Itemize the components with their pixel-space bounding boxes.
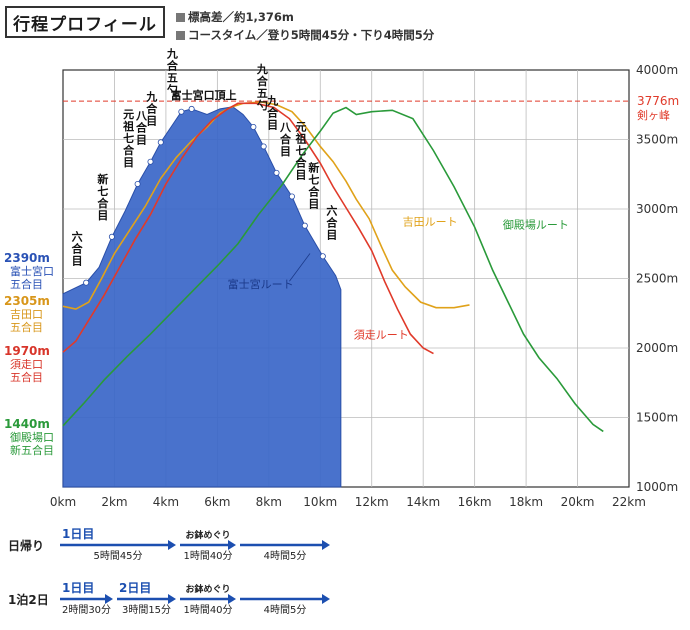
- schedule-day-label: 2日目: [119, 581, 151, 595]
- station-marker: [108, 233, 115, 240]
- x-tick-label: 10km: [303, 495, 337, 509]
- station-label: 九合五勺: [256, 62, 269, 112]
- station-label: 新七合目: [308, 161, 320, 211]
- schedule-time-label: 4時間5分: [264, 604, 307, 616]
- station-label: 九合五勺: [166, 47, 179, 97]
- bullet-square-icon: [176, 30, 185, 40]
- start-station-label: 五合目: [10, 277, 43, 291]
- schedule-daytrip-label: 日帰り: [8, 538, 44, 553]
- schedule-arrow-head: [168, 540, 176, 550]
- station-label-summit: 富士宮口頂上: [171, 88, 237, 102]
- schedule-time-label: 2時間30分: [62, 604, 111, 616]
- station-label: 八合目: [279, 121, 292, 158]
- start-elevation-label: 2390m: [4, 251, 50, 265]
- y-tick-label: 3500m: [636, 133, 678, 147]
- schedule-day-label: 1日目: [62, 527, 94, 541]
- y-tick-label: 3000m: [636, 202, 678, 216]
- gotemba-route-line: [62, 106, 604, 433]
- schedule-day-label: 1日目: [62, 581, 94, 595]
- station-label: 新七合目: [97, 172, 109, 222]
- elevation-info: 標高差／約1,376m: [176, 9, 294, 25]
- schedule-time-label: 3時間15分: [122, 604, 171, 616]
- elevation-text: 標高差／約1,376m: [188, 10, 294, 24]
- start-elevation-label: 2305m: [4, 294, 50, 308]
- schedule-arrow-head: [105, 594, 113, 604]
- schedule-arrow-head: [322, 540, 330, 550]
- start-elevation-label: 1970m: [4, 344, 50, 358]
- x-tick-label: 6km: [204, 495, 230, 509]
- start-station-label: 五合目: [10, 370, 43, 384]
- coursetime-info: コースタイム／登り5時間45分・下り4時間5分: [176, 27, 434, 43]
- station-label: 元祖七合目: [294, 120, 307, 181]
- station-marker: [273, 169, 280, 176]
- schedule-arrow-head: [322, 594, 330, 604]
- y-tick-label: 2500m: [636, 272, 678, 286]
- x-tick-label: 22km: [612, 495, 646, 509]
- station-marker: [260, 143, 267, 150]
- yoshida-route-label: 吉田ルート: [403, 216, 458, 229]
- station-marker: [319, 253, 326, 260]
- coursetime-text: コースタイム／登り5時間45分・下り4時間5分: [188, 28, 435, 42]
- x-tick-label: 4km: [153, 495, 179, 509]
- station-label: 九合目: [145, 89, 158, 127]
- schedule-day-label: お鉢めぐり: [185, 529, 230, 541]
- station-label: 六合目: [326, 203, 338, 241]
- fujinomiya-route-area: [62, 106, 342, 488]
- x-tick-label: 14km: [406, 495, 440, 509]
- station-marker: [188, 105, 195, 112]
- schedule-arrow-head: [228, 594, 236, 604]
- schedule-arrow-head: [168, 594, 176, 604]
- station-label: 六合目: [72, 230, 84, 268]
- start-station-label: 須走口: [10, 358, 43, 371]
- schedule-time-label: 4時間5分: [264, 550, 307, 562]
- start-station-label: 御殿場口: [10, 430, 54, 444]
- schedule-day-label: お鉢めぐり: [185, 583, 230, 595]
- x-tick-label: 12km: [355, 495, 389, 509]
- schedule-arrow-head: [228, 540, 236, 550]
- peak-name-label: 剣ヶ峰: [637, 109, 670, 122]
- subashiri-route-label: 須走ルート: [354, 328, 409, 341]
- station-marker: [250, 123, 257, 130]
- station-marker: [288, 193, 295, 200]
- y-tick-label: 1000m: [636, 480, 678, 494]
- schedule-time-label: 1時間40分: [183, 550, 232, 562]
- gotemba-route-label: 御殿場ルート: [503, 217, 569, 231]
- start-station-label: 五合目: [10, 320, 43, 334]
- station-marker: [134, 180, 141, 187]
- fujinomiya-label-leader: [289, 253, 311, 282]
- station-marker: [147, 158, 154, 165]
- x-tick-label: 20km: [561, 495, 595, 509]
- start-station-label: 富士宮口: [10, 264, 54, 278]
- fujinomiya-route-label: 富士宮ルート: [228, 277, 294, 291]
- start-elevation-label: 1440m: [4, 417, 50, 431]
- start-station-label: 吉田口: [10, 308, 43, 321]
- x-tick-label: 16km: [458, 495, 492, 509]
- x-tick-label: 18km: [509, 495, 543, 509]
- station-label: 九合目: [266, 93, 279, 131]
- station-label: 元祖七合目: [122, 108, 135, 169]
- bullet-square-icon: [176, 12, 185, 22]
- start-station-label: 新五合目: [10, 443, 54, 457]
- station-marker: [178, 108, 185, 115]
- x-tick-label: 8km: [256, 495, 282, 509]
- station-marker: [83, 279, 90, 286]
- x-tick-label: 2km: [101, 495, 127, 509]
- y-tick-label: 1500m: [636, 411, 678, 425]
- y-tick-label: 4000m: [636, 63, 678, 77]
- peak-value-label: 3776m: [637, 94, 679, 108]
- schedule-time-label: 5時間45分: [93, 550, 142, 562]
- x-tick-label: 0km: [50, 495, 76, 509]
- station-marker: [301, 222, 308, 229]
- schedule-time-label: 1時間40分: [183, 604, 232, 616]
- schedule-overnight-label: 1泊2日: [8, 592, 49, 607]
- subashiri-route-line: [62, 102, 434, 355]
- station-marker: [157, 139, 164, 146]
- yoshida-route-line: [62, 101, 470, 310]
- station-label: 八合目: [135, 110, 148, 147]
- y-tick-label: 2000m: [636, 341, 678, 355]
- page-title: 行程プロフィール: [5, 6, 165, 38]
